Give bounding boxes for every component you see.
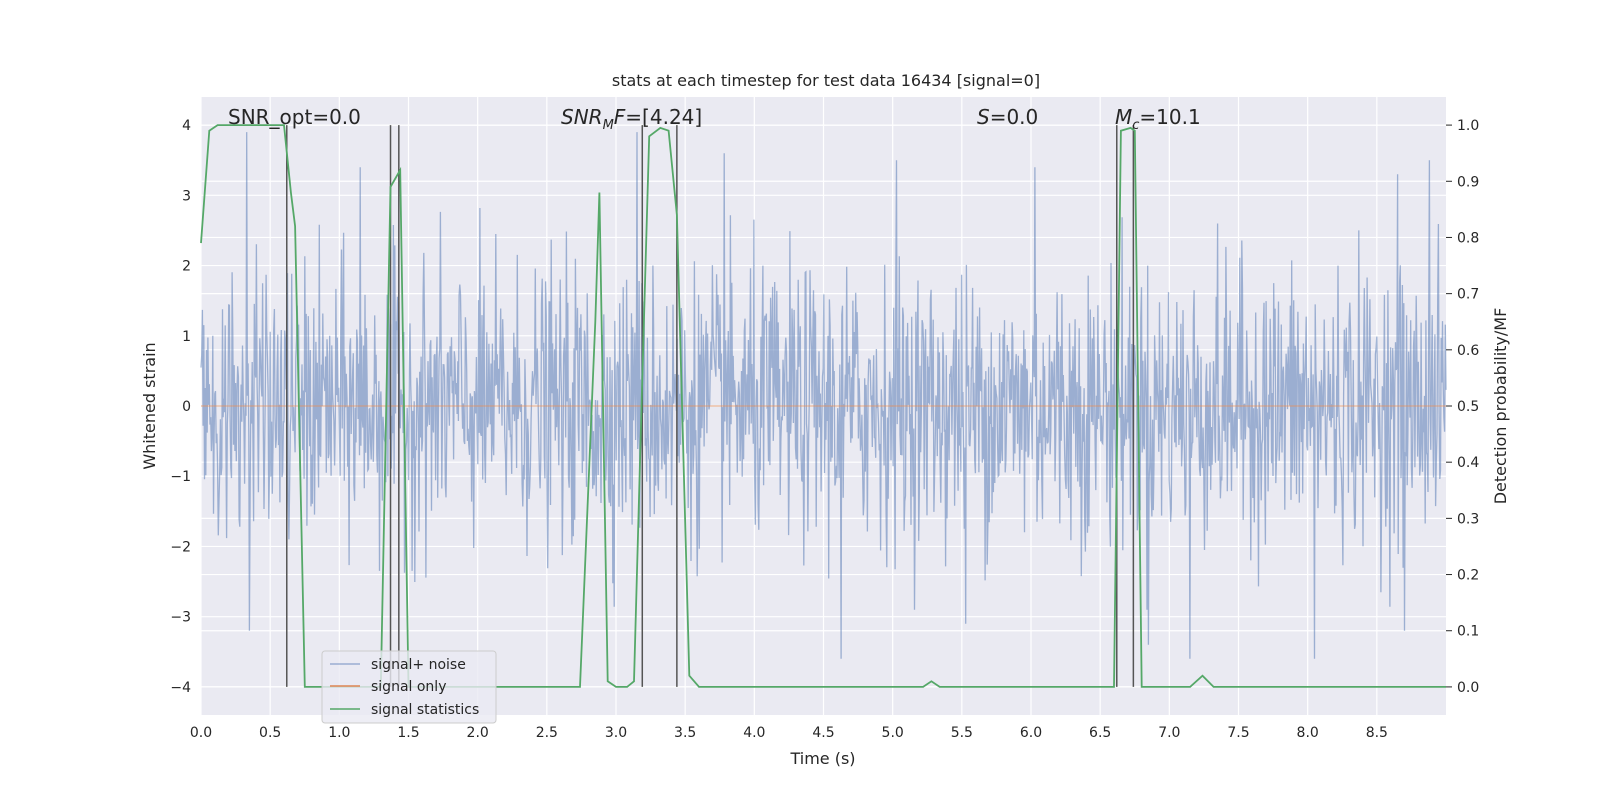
right-tick-label: 0.6 <box>1457 343 1479 359</box>
right-axis-ticks: 1.0 0.9 0.8 0.7 0.6 0.5 0.4 0.3 0.2 0.1 0.0 <box>1446 118 1479 696</box>
x-tick-label: 3.0 <box>605 725 627 741</box>
x-tick-label: 0.0 <box>190 725 212 741</box>
right-tick-label: 0.3 <box>1457 511 1479 527</box>
x-tick-label: 4.5 <box>812 725 834 741</box>
left-tick-label: 4 <box>182 118 191 134</box>
signal-statistics-line <box>200 124 1446 688</box>
x-tick-label: 7.0 <box>1158 725 1180 741</box>
right-tick-label: 0.2 <box>1457 568 1479 584</box>
x-axis-ticks: 0.0 0.5 1.0 1.5 2.0 2.5 3.0 3.5 4.0 4.5 5.0 5.5 6.0 6… <box>190 725 1388 741</box>
x-tick-label: 0.5 <box>259 725 281 741</box>
x-tick-label: 5.5 <box>951 725 973 741</box>
x-tick-label: 8.5 <box>1366 725 1388 741</box>
right-tick-label: 1.0 <box>1457 118 1479 134</box>
annotation-snr-mf: SNRMF=[4.24] <box>561 105 702 133</box>
x-axis-label: Time (s) <box>789 749 855 768</box>
annotation-mc: Mc=10.1 <box>1115 105 1201 133</box>
right-tick-label: 0.0 <box>1457 680 1479 696</box>
right-tick-label: 0.8 <box>1457 230 1479 246</box>
right-tick-label: 0.5 <box>1457 399 1479 415</box>
x-tick-label: 1.5 <box>397 725 419 741</box>
signal-statistics-series <box>200 124 1446 688</box>
x-tick-label: 6.0 <box>1020 725 1042 741</box>
x-tick-label: 5.0 <box>882 725 904 741</box>
x-tick-label: 1.0 <box>328 725 350 741</box>
left-tick-label: 3 <box>182 188 191 204</box>
annotation-s: S=0.0 <box>977 105 1038 129</box>
x-tick-label: 8.0 <box>1297 725 1319 741</box>
x-tick-label: 3.5 <box>674 725 696 741</box>
stat-annotations: SNR_opt=0.0 SNRMF=[4.24] S=0.0 Mc=10.1 <box>228 105 1201 133</box>
left-tick-label: 2 <box>182 259 191 275</box>
right-tick-label: 0.9 <box>1457 174 1479 190</box>
legend: signal+ noise signal only signal statist… <box>321 650 497 724</box>
left-tick-label: −4 <box>170 680 191 696</box>
annotation-snr-opt: SNR_opt=0.0 <box>228 105 361 129</box>
left-tick-label: −1 <box>170 469 191 485</box>
chart-title: stats at each timestep for test data 164… <box>612 71 1040 90</box>
left-tick-label: −3 <box>170 610 191 626</box>
right-y-axis-label: Detection probability/MF <box>1491 308 1510 505</box>
x-tick-label: 4.0 <box>743 725 765 741</box>
right-tick-label: 0.1 <box>1457 624 1479 640</box>
x-tick-label: 7.5 <box>1227 725 1249 741</box>
left-tick-label: 0 <box>182 399 191 415</box>
legend-label-signal-only: signal only <box>371 679 446 695</box>
x-tick-label: 6.5 <box>1089 725 1111 741</box>
signal-noise-series <box>200 132 1447 659</box>
signal-noise-line <box>200 132 1447 659</box>
left-tick-label: 1 <box>182 329 191 345</box>
left-axis-ticks: 4 3 2 1 0 −1 −2 −3 −4 <box>170 118 191 696</box>
left-tick-label: −2 <box>170 539 191 555</box>
legend-label-noise: signal+ noise <box>371 657 466 673</box>
y-axis-label: Whitened strain <box>140 342 159 469</box>
right-tick-label: 0.4 <box>1457 455 1479 471</box>
right-tick-label: 0.7 <box>1457 287 1479 303</box>
x-tick-label: 2.5 <box>536 725 558 741</box>
x-tick-label: 2.0 <box>467 725 489 741</box>
legend-box <box>321 650 497 724</box>
legend-label-statistics: signal statistics <box>371 702 479 718</box>
